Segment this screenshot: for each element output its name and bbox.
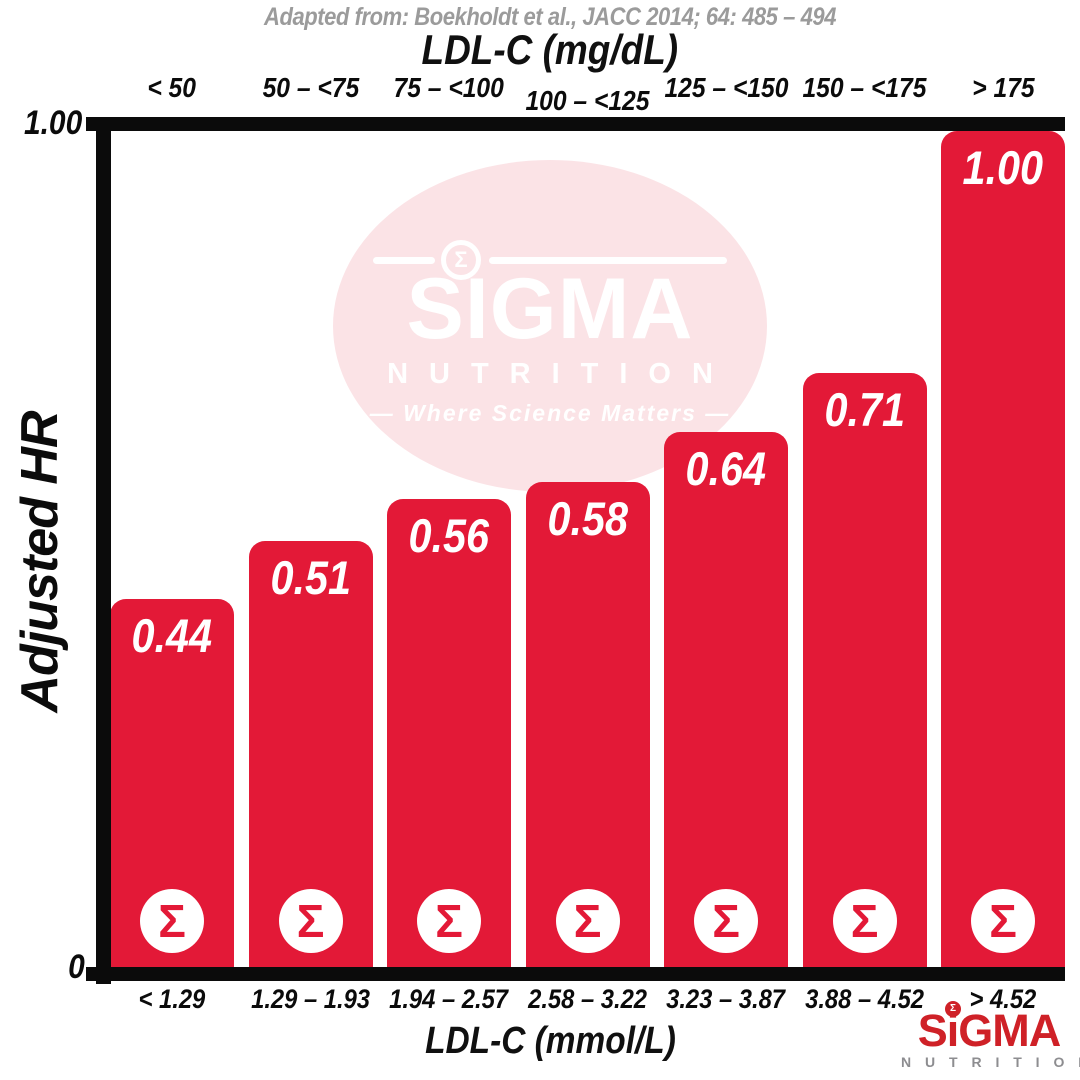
bottom-category-label: > 4.52 xyxy=(969,984,1037,1014)
logo-brand: Si Σ GMA xyxy=(917,1001,1061,1056)
top-category-label: 125 – <150 xyxy=(664,72,789,103)
bottom-axis-title: LDL-C (mmol/L) xyxy=(20,1020,1080,1063)
top-category-label: > 175 xyxy=(971,72,1035,103)
tagline-dash-left: — xyxy=(369,400,395,426)
top-category-label: 50 – <75 xyxy=(262,72,359,103)
top-category-row: < 50 50 – <75 75 – <100 100 – <125 125 – <15… xyxy=(110,72,1065,116)
bar-value-label: 0.44 xyxy=(131,609,213,662)
bar: 1.00 Σ xyxy=(941,131,1065,967)
source-caption: Adapted from: Boekholdt et al., JACC 201… xyxy=(20,3,1080,32)
watermark-right-line xyxy=(489,257,727,264)
sigma-nutrition-watermark: Σ SIGMA NUTRITION — Where Science Matter… xyxy=(333,160,767,492)
source-caption-text: Adapted from: Boekholdt et al., JACC 201… xyxy=(264,3,836,31)
bar-value-label: 0.71 xyxy=(824,383,905,436)
y-tick-zero: 0 xyxy=(0,948,86,987)
y-tick-max-text: 1.00 xyxy=(23,104,83,142)
bottom-category-label: 1.29 – 1.93 xyxy=(251,984,370,1014)
bar-value-label: 1.00 xyxy=(962,141,1044,194)
y-axis-line xyxy=(96,117,111,984)
watermark-tagline: — Where Science Matters — xyxy=(333,400,767,427)
top-category-label: < 50 xyxy=(147,72,197,103)
watermark-sub-text: NUTRITION xyxy=(387,358,734,390)
sigma-icon: Σ xyxy=(971,889,1035,953)
top-category-label: 150 – <175 xyxy=(802,72,927,103)
sigma-icon: Σ xyxy=(555,889,620,953)
bar-value-label: 0.64 xyxy=(685,442,767,495)
bottom-axis-line xyxy=(86,967,1065,981)
y-tick-zero-text: 0 xyxy=(68,948,85,986)
watermark-brand-text: SIGMA xyxy=(406,261,694,357)
sigma-icon: Σ xyxy=(417,889,481,953)
bottom-category-label: 3.88 – 4.52 xyxy=(805,984,924,1014)
tagline-text: Where Science Matters xyxy=(403,400,697,426)
bottom-category-row: < 1.29 1.29 – 1.93 1.94 – 2.57 2.58 – 3.22 3… xyxy=(110,984,1065,1020)
bar: 0.44 Σ xyxy=(110,599,234,967)
logo-sigma-icon: Σ xyxy=(944,1001,961,1017)
y-axis-title: Adjusted HR xyxy=(11,411,69,713)
bottom-axis-title-text: LDL-C (mmol/L) xyxy=(424,1020,676,1062)
bar: 0.64 Σ xyxy=(664,432,788,967)
watermark-left-line xyxy=(373,257,435,264)
top-axis-title: LDL-C (mg/dL) xyxy=(20,26,1080,74)
y-tick-max: 1.00 xyxy=(0,104,86,143)
bottom-category-label: 1.94 – 2.57 xyxy=(389,984,509,1014)
logo-brand-rest: GMA xyxy=(958,1005,1061,1056)
logo-brand-i-letter: i xyxy=(946,1005,959,1056)
bar-value-label: 0.58 xyxy=(547,492,628,545)
watermark-sigma-icon: Σ xyxy=(441,240,481,280)
bottom-category-label: 2.58 – 3.22 xyxy=(528,984,647,1014)
top-axis-line xyxy=(86,117,1065,131)
sigma-icon: Σ xyxy=(694,889,758,953)
logo-subtitle: N U T R I T I O N.com xyxy=(901,1054,1080,1072)
bar-value-label: 0.51 xyxy=(270,551,351,604)
bar: 0.71 Σ xyxy=(802,373,927,967)
bar: 0.51 Σ xyxy=(248,541,373,967)
bar-plot-area: 0.44 Σ 0.51 Σ 0.56 Σ 0.58 Σ 0.64 Σ 0.71 Σ 1.00 Σ xyxy=(110,131,1065,967)
bar: 0.56 Σ xyxy=(387,499,511,967)
tagline-dash-right: — xyxy=(705,400,731,426)
sigma-icon: Σ xyxy=(832,889,897,953)
top-category-label: 75 – <100 xyxy=(393,72,505,103)
bar-value-label: 0.56 xyxy=(408,509,490,562)
bottom-category-label: < 1.29 xyxy=(138,984,206,1014)
top-axis-title-text: LDL-C (mg/dL) xyxy=(421,26,679,73)
top-category-label: 100 – <125 xyxy=(525,85,650,116)
logo-brand-s: S xyxy=(917,1005,948,1056)
sigma-icon: Σ xyxy=(140,889,204,953)
bar: 0.58 Σ xyxy=(525,482,650,967)
bottom-category-label: 3.23 – 3.87 xyxy=(666,984,786,1014)
logo-subtitle-name: N U T R I T I O N xyxy=(901,1054,1080,1070)
sigma-icon: Σ xyxy=(278,889,343,953)
